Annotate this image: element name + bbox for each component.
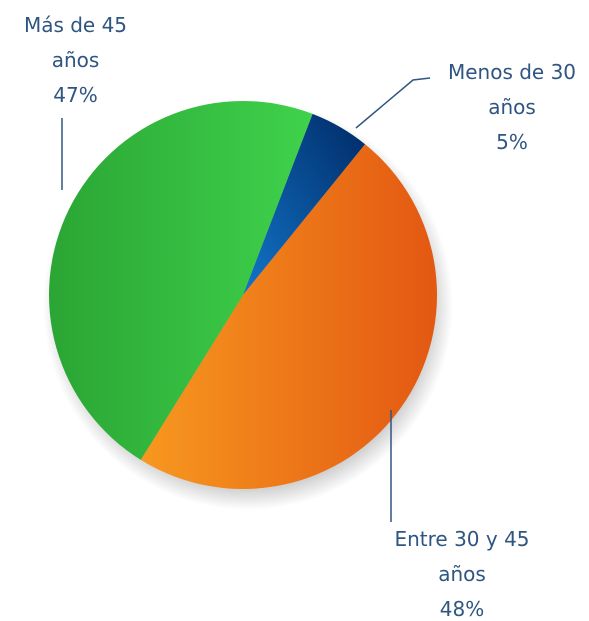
leader-lines (61, 77, 431, 522)
slice-label: Más de 45 años 47% (8, 8, 143, 113)
leader-line (355, 77, 431, 129)
slice-value: 47% (53, 83, 98, 107)
slice-value: 5% (496, 130, 528, 154)
slice-value: 48% (439, 597, 485, 621)
slice-label: Entre 30 y 45 años 48% (378, 522, 546, 621)
slice-label: Menos de 30 años 5% (432, 55, 589, 160)
slice-name: Más de 45 años (23, 13, 128, 72)
pie-slice (243, 113, 366, 295)
pie-slice (140, 144, 437, 489)
slice-name: Menos de 30 años (447, 60, 577, 119)
slice-name: Entre 30 y 45 años (394, 527, 530, 586)
pie-slice (49, 101, 313, 460)
